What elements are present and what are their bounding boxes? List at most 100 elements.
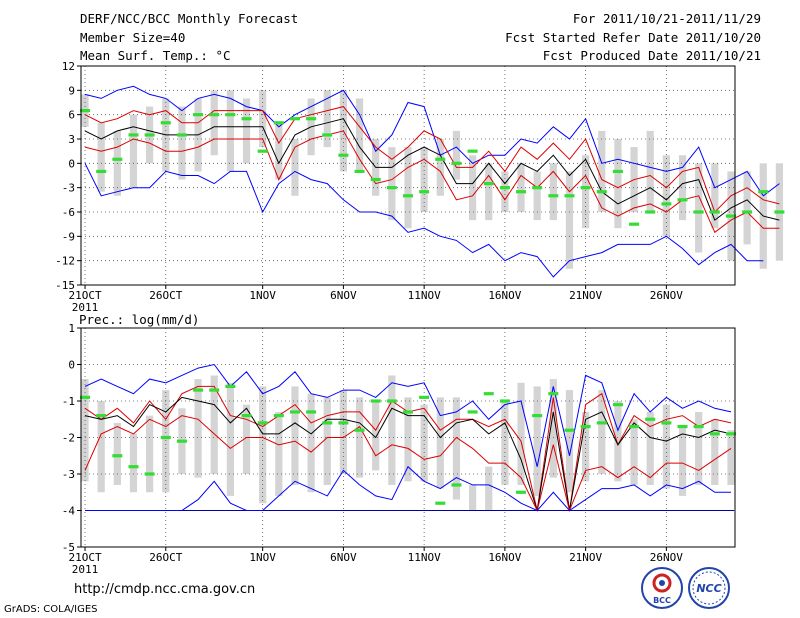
- climate-mark: [193, 113, 204, 117]
- ensemble-box: [372, 401, 380, 471]
- ensemble-box: [501, 401, 509, 485]
- ensemble-box: [582, 155, 590, 229]
- climate-mark: [499, 399, 510, 403]
- fcst-started-date: Fcst Started Refer Date 2011/10/20: [505, 30, 761, 45]
- series-line-min: [85, 465, 731, 512]
- climate-mark: [580, 424, 591, 429]
- climate-mark: [725, 432, 736, 436]
- climate-mark: [483, 182, 494, 186]
- x-tick-label: 26OCT: [149, 289, 182, 302]
- panel-title: Prec.: log(mm/d): [79, 312, 199, 327]
- climate-mark: [758, 190, 769, 194]
- climate-mark: [629, 424, 640, 429]
- climate-mark: [467, 410, 478, 414]
- ensemble-box: [242, 98, 251, 164]
- ensemble-box: [194, 379, 202, 478]
- x-tick-label: 21NOV: [569, 289, 602, 302]
- source-url[interactable]: http://cmdp.ncc.cma.gov.cn: [74, 582, 256, 597]
- climate-mark: [645, 417, 656, 421]
- x-year-label: 2011: [72, 563, 99, 576]
- ensemble-box: [129, 114, 138, 188]
- ensemble-box: [388, 375, 396, 485]
- ensemble-box: [468, 484, 477, 511]
- climate-mark: [435, 501, 446, 505]
- climate-mark: [306, 117, 317, 121]
- ensemble-box: [743, 171, 751, 245]
- x-tick-label: 26NOV: [650, 289, 683, 302]
- ensemble-box: [711, 163, 719, 229]
- ensemble-box: [485, 466, 493, 511]
- series-line-upper: [84, 106, 780, 213]
- climate-mark: [629, 222, 640, 226]
- climate-mark: [516, 490, 527, 494]
- ensemble-box: [178, 106, 186, 180]
- climate-mark: [596, 190, 607, 194]
- climate-mark: [241, 414, 252, 418]
- ensemble-box: [727, 430, 735, 485]
- ensemble-box: [323, 397, 331, 485]
- ensemble-box: [533, 386, 541, 496]
- bcc-logo: BCC: [641, 567, 683, 609]
- y-tick-label: 0: [68, 359, 75, 372]
- ensemble-box: [614, 401, 622, 482]
- climate-mark: [774, 210, 785, 214]
- ensemble-box: [210, 375, 218, 474]
- ensemble-box: [129, 433, 138, 493]
- climate-mark: [483, 392, 494, 396]
- climate-mark: [386, 399, 397, 403]
- climate-mark: [645, 210, 656, 214]
- climate-mark: [725, 214, 736, 218]
- y-tick-label: -6: [62, 206, 75, 219]
- forecast-period: For 2011/10/21-2011/11/29: [572, 11, 761, 26]
- climate-mark: [128, 133, 139, 137]
- y-tick-label: -2: [62, 432, 75, 445]
- series-line-max: [84, 363, 732, 467]
- ensemble-box: [226, 382, 234, 496]
- ensemble-box: [485, 163, 493, 221]
- climate-mark: [176, 439, 187, 443]
- climate-mark: [257, 421, 268, 425]
- climate-mark: [677, 198, 688, 202]
- climate-mark: [193, 388, 204, 392]
- ensemble-box: [436, 397, 444, 489]
- y-tick-label: -1: [62, 395, 75, 408]
- climate-mark: [548, 194, 559, 198]
- climate-mark: [693, 210, 704, 214]
- climate-mark: [322, 133, 333, 137]
- ensemble-box: [662, 404, 670, 489]
- ensemble-box: [565, 390, 574, 493]
- y-tick-label: -3: [62, 468, 75, 481]
- x-tick-label: 21OCT: [68, 551, 101, 564]
- ncc-logo-text: NCC: [696, 582, 721, 595]
- x-tick-label: 6NOV: [330, 289, 357, 302]
- climate-mark: [677, 424, 688, 429]
- ensemble-box: [323, 90, 331, 148]
- climate-mark: [580, 186, 591, 190]
- climate-mark: [467, 149, 478, 153]
- ensemble-box: [549, 379, 557, 478]
- series-line-min: [84, 163, 764, 278]
- climate-mark: [693, 424, 704, 429]
- climate-mark: [499, 186, 510, 190]
- ensemble-box: [97, 122, 105, 192]
- ensemble-box: [646, 130, 654, 212]
- x-tick-label: 26NOV: [650, 551, 683, 564]
- grads-credit: GrADS: COLA/IGES: [4, 604, 98, 615]
- climate-mark: [273, 414, 284, 418]
- climate-mark: [112, 454, 123, 458]
- y-tick-label: -15: [55, 279, 75, 292]
- series-line-max: [84, 85, 780, 197]
- climate-mark: [596, 421, 607, 425]
- ensemble-box: [695, 411, 703, 485]
- climate-mark: [516, 190, 527, 194]
- ensemble-box: [404, 397, 412, 482]
- x-tick-label: 26OCT: [149, 551, 182, 564]
- ensemble-box: [226, 90, 234, 172]
- climate-mark: [257, 149, 268, 153]
- climate-mark: [612, 403, 623, 407]
- ensemble-box: [598, 390, 606, 474]
- ensemble-box: [113, 422, 121, 485]
- climate-mark: [419, 395, 430, 399]
- ensemble-box: [533, 171, 541, 221]
